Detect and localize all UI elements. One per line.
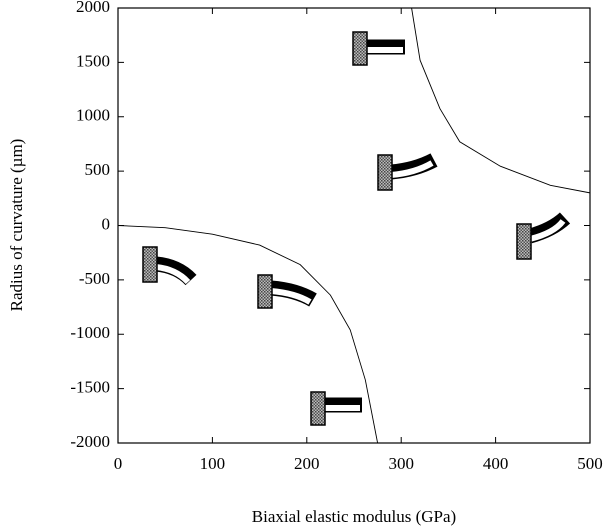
y-axis-title: Radius of curvature (µm) xyxy=(7,139,26,312)
x-tick-label: 300 xyxy=(388,454,414,473)
x-tick-label: 0 xyxy=(114,454,123,473)
y-tick-label: 1500 xyxy=(76,51,110,70)
x-tick-label: 500 xyxy=(577,454,603,473)
y-tick-label: 1000 xyxy=(76,106,110,125)
y-tick-label: -1000 xyxy=(70,323,110,342)
curve xyxy=(117,225,379,444)
y-tick-label: -2000 xyxy=(70,432,110,451)
y-tick-label: 0 xyxy=(102,214,111,233)
x-axis-title: Biaxial elastic modulus (GPa) xyxy=(252,507,456,526)
y-tick-label: 500 xyxy=(85,160,111,179)
curve xyxy=(411,7,591,194)
cantilever-icons xyxy=(142,31,571,426)
x-tick-label: 100 xyxy=(200,454,226,473)
y-tick-label: -500 xyxy=(79,269,110,288)
y-tick-label: -1500 xyxy=(70,378,110,397)
x-tick-label: 400 xyxy=(483,454,509,473)
x-tick-label: 200 xyxy=(294,454,320,473)
y-tick-label: 2000 xyxy=(76,0,110,16)
